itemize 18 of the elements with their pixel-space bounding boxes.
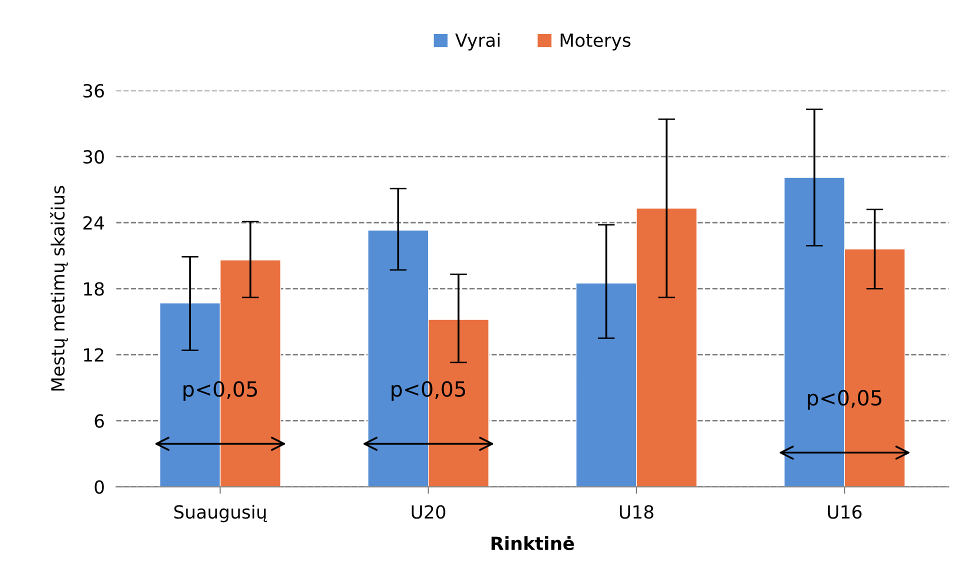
- y-tick-label: 36: [83, 84, 104, 98]
- y-tick-label: 18: [84, 282, 104, 296]
- x-axis-title: Rinktinė: [492, 536, 574, 550]
- annotation: p<0,05: [392, 381, 466, 401]
- x-tick-label: U18: [620, 505, 654, 519]
- y-tick-label: 30: [83, 150, 104, 164]
- y-tick-label: 0: [94, 480, 104, 494]
- x-tick-label: U20: [412, 505, 446, 519]
- y-tick-label: 24: [83, 216, 104, 230]
- legend-label: Moterys: [560, 34, 630, 51]
- x-tick-label: Suaugusių: [174, 504, 267, 522]
- x-tick-label: U16: [828, 505, 862, 519]
- y-tick-label: 12: [84, 348, 104, 362]
- y-axis-title: Mestų metimų skaičius: [50, 186, 68, 391]
- legend-label: Vyrai: [455, 33, 500, 51]
- y-tick-label: 6: [94, 414, 104, 428]
- annotation: p<0,05: [184, 381, 257, 401]
- annotation: p<0,05: [808, 390, 882, 410]
